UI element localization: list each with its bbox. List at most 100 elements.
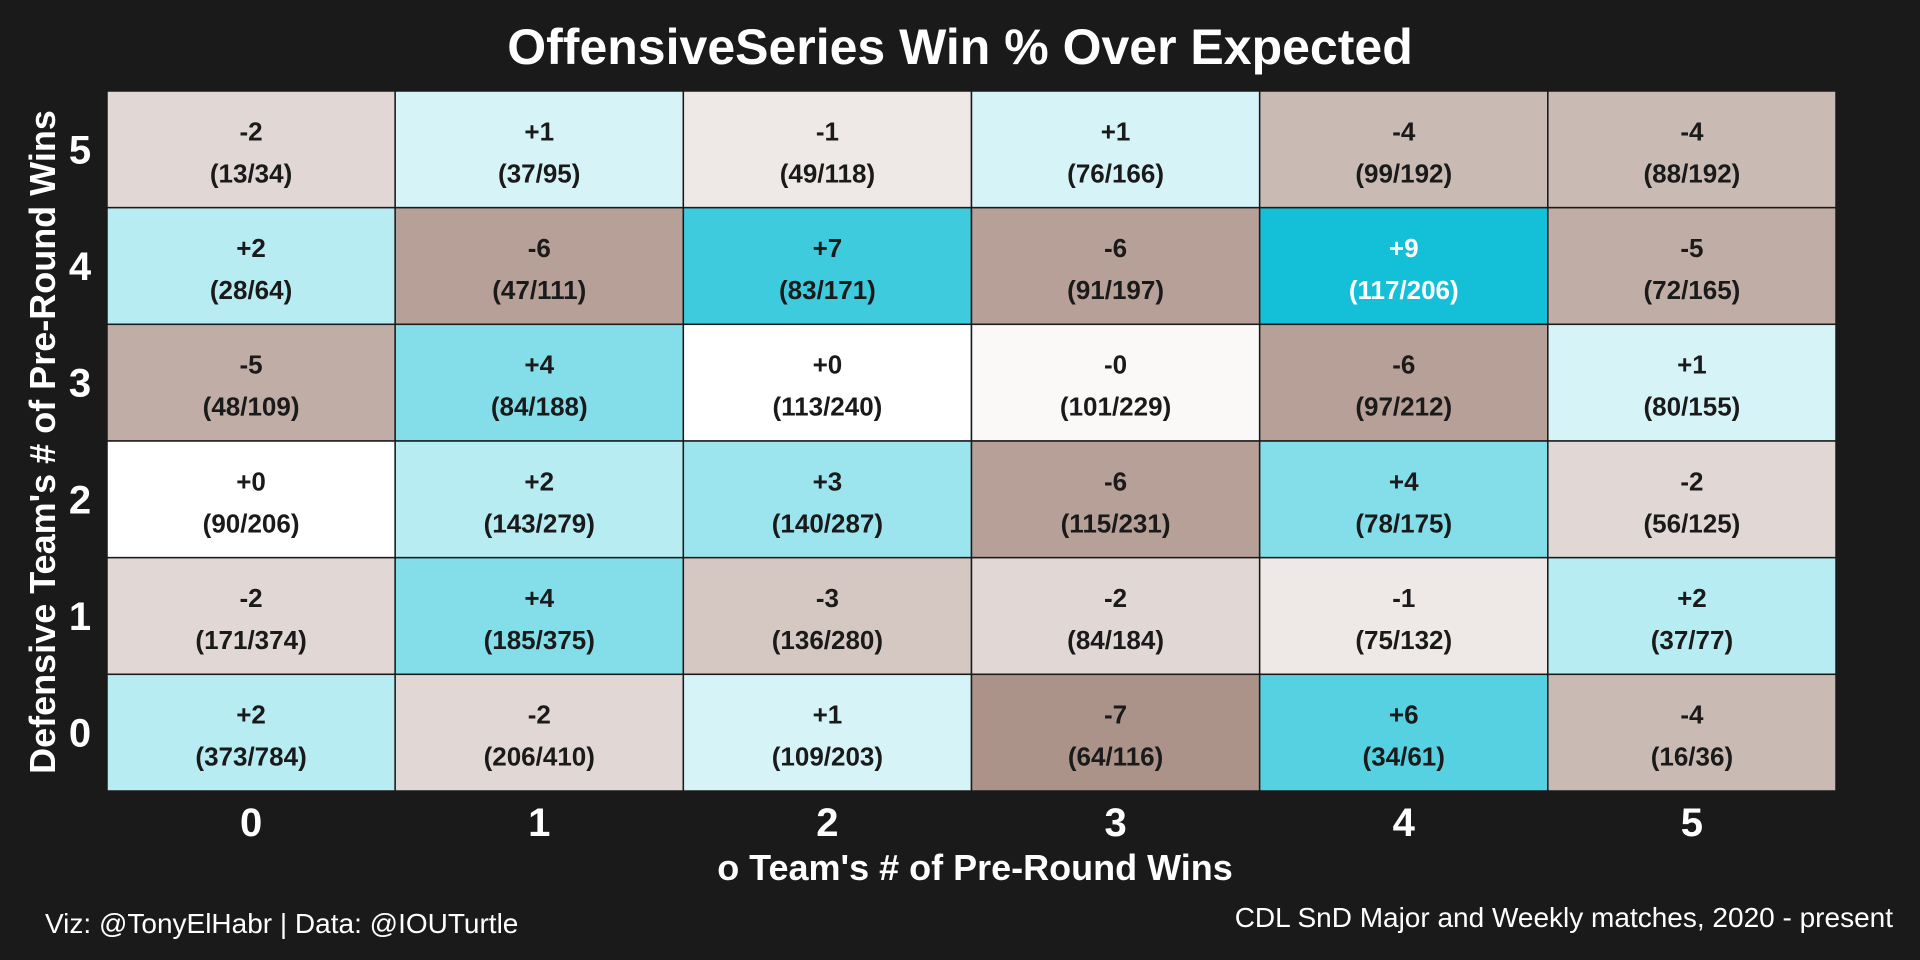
heatmap-cell-rect [106,673,396,792]
heatmap-cell-value: +1 [1677,350,1707,380]
heatmap-cell-ratio: (48/109) [203,392,300,422]
heatmap-cell: +4 (78/175) [1258,440,1549,559]
heatmap-cell-ratio: (49/118) [780,158,875,188]
x-tick-label: 4 [1393,801,1416,845]
heatmap-cell-value: +1 [524,116,554,146]
heatmap-cell: -4 (16/36) [1547,673,1837,792]
heatmap-cell: -4 (99/192) [1258,90,1549,209]
x-axis-title: o Team's # of Pre-Round Wins [717,847,1233,888]
heatmap-cell: +4 (185/375) [394,556,685,676]
heatmap-cell-value: -5 [240,350,263,380]
heatmap-cell-rect [682,323,973,442]
heatmap-cell-value: +4 [524,350,554,380]
heatmap-cell-value: -5 [1680,233,1703,263]
heatmap-cell-rect [394,440,685,559]
x-tick-label: 2 [816,801,838,845]
heatmap-cell-ratio: (72/165) [1643,275,1740,305]
heatmap-cell-value: +1 [813,700,843,730]
heatmap-cell: -2 (84/184) [970,556,1261,676]
heatmap-cell: +6 (34/61) [1258,673,1549,792]
heatmap-cell-rect [682,206,973,326]
chart-title: OffensiveSeries Win % Over Expected [507,19,1412,75]
heatmap-cell-rect [1547,206,1837,326]
heatmap-cell-ratio: (115/231) [1061,508,1171,538]
heatmap-cell-ratio: (84/188) [491,392,588,422]
heatmap-cell: -4 (88/192) [1547,90,1837,209]
heatmap-cell: -5 (48/109) [106,323,396,442]
x-tick-label: 3 [1104,801,1126,845]
heatmap-cell: -1 (49/118) [682,90,973,209]
heatmap-cell: +2 (143/279) [394,440,685,559]
heatmap-cell-value: -4 [1392,116,1416,146]
heatmap-cell-ratio: (47/111) [492,275,586,305]
heatmap-cell-ratio: (109/203) [772,742,883,772]
heatmap-cell-value: -4 [1680,700,1704,730]
heatmap-cell: +2 (28/64) [106,206,396,326]
heatmap-cell-ratio: (143/279) [484,508,595,538]
heatmap-cell: +2 (373/784) [106,673,396,792]
heatmap-cell-ratio: (37/77) [1651,625,1733,655]
heatmap-cell: -7 (64/116) [970,673,1261,792]
heatmap-cell-value: +2 [524,466,554,496]
heatmap-cell-rect [1258,556,1549,676]
heatmap-cell-value: -2 [240,116,263,146]
x-tick-label: 0 [240,801,262,845]
heatmap-cell: -6 (115/231) [970,440,1261,559]
heatmap-cell-ratio: (373/784) [195,742,306,772]
heatmap-cell-rect [394,90,685,209]
heatmap-cell-value: +4 [524,583,554,613]
y-tick-label: 3 [69,362,91,406]
heatmap-cell-rect [394,323,685,442]
heatmap-cell-rect [106,323,396,442]
heatmap-cell: -5 (72/165) [1547,206,1837,326]
heatmap-cell: -2 (171/374) [106,556,396,676]
heatmap-cell-ratio: (78/175) [1355,508,1452,538]
heatmap-cell-value: -0 [1104,350,1127,380]
heatmap-cell: -6 (97/212) [1258,323,1549,442]
heatmap-cell-value: -6 [1104,233,1127,263]
y-tick-label: 2 [69,478,91,522]
heatmap-cell-value: +0 [813,350,843,380]
heatmap-cell-rect [970,440,1261,559]
heatmap-cell-ratio: (88/192) [1643,158,1740,188]
x-tick-label: 1 [528,801,550,845]
heatmap-cells: -2 (13/34) +1 (37/95) -1 (49/118) +1 (76/166) -4… [106,90,1837,792]
heatmap-cell-ratio: (113/240) [772,392,882,422]
heatmap-cell: -3 (136/280) [682,556,973,676]
heatmap-cell-rect [1258,90,1549,209]
heatmap-cell-ratio: (97/212) [1355,392,1452,422]
heatmap-cell-value: +2 [236,233,266,263]
heatmap-cell-rect [1258,206,1549,326]
heatmap-cell-ratio: (80/155) [1643,392,1740,422]
heatmap-cell-value: -1 [1392,583,1415,613]
heatmap-cell-value: -6 [528,233,551,263]
caption-right: CDL SnD Major and Weekly matches, 2020 -… [1235,902,1894,933]
y-tick-label: 1 [69,595,91,639]
heatmap-cell: -6 (47/111) [394,206,685,326]
heatmap-cell-value: +9 [1389,233,1419,263]
heatmap-cell-rect [970,556,1261,676]
heatmap-cell-rect [106,206,396,326]
heatmap-cell-ratio: (136/280) [772,625,883,655]
heatmap-cell-value: -6 [1392,350,1415,380]
heatmap-cell-rect [106,90,396,209]
heatmap-cell: -0 (101/229) [970,323,1261,442]
heatmap-cell-rect [1547,673,1837,792]
heatmap-cell: -6 (91/197) [970,206,1261,326]
heatmap-cell-ratio: (206/410) [484,742,595,772]
heatmap-cell-value: -2 [528,700,551,730]
heatmap-cell-value: -2 [240,583,263,613]
heatmap-cell-value: +1 [1101,116,1131,146]
heatmap-cell: -2 (13/34) [106,90,396,209]
heatmap-cell-rect [1547,556,1837,676]
heatmap-cell-rect [682,440,973,559]
heatmap-cell-value: +4 [1389,466,1419,496]
heatmap-cell-ratio: (90/206) [203,508,300,538]
heatmap-cell-rect [970,673,1261,792]
heatmap-cell-rect [682,673,973,792]
heatmap-cell-ratio: (140/287) [772,508,883,538]
heatmap-cell-rect [1547,323,1837,442]
heatmap-cell-ratio: (185/375) [484,625,595,655]
heatmap-cell-rect [394,673,685,792]
